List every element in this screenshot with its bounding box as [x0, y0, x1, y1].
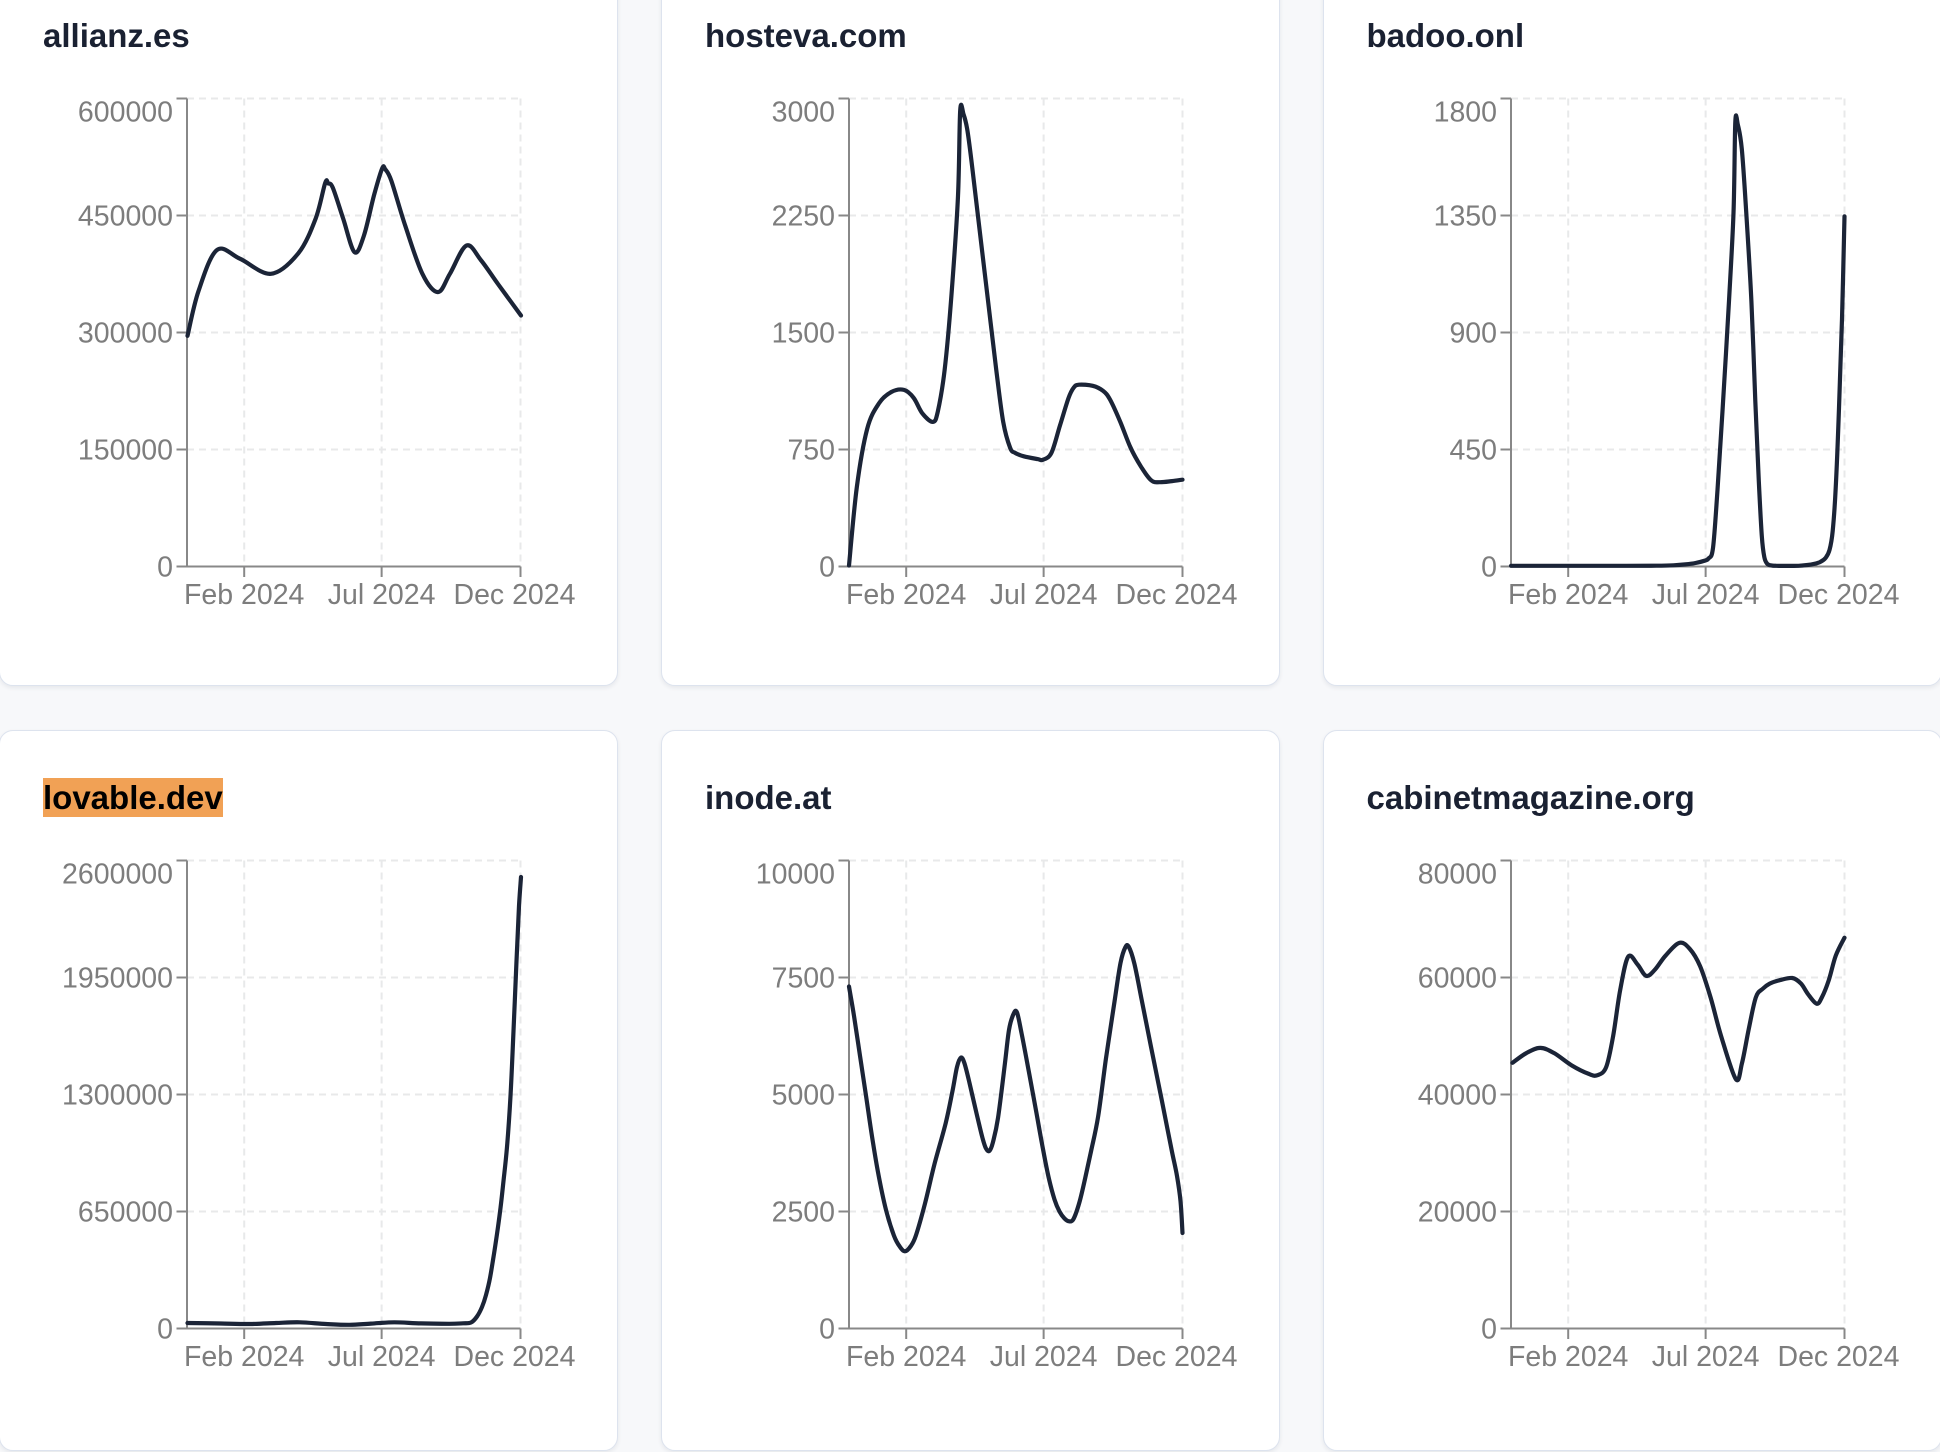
svg-text:450: 450: [1449, 435, 1497, 467]
svg-text:Jul 2024: Jul 2024: [328, 1341, 436, 1373]
svg-text:0: 0: [819, 552, 835, 584]
svg-text:80000: 80000: [1417, 859, 1496, 891]
svg-text:10000: 10000: [756, 859, 835, 891]
svg-text:900: 900: [1449, 318, 1497, 350]
svg-text:Jul 2024: Jul 2024: [1651, 1341, 1759, 1373]
svg-text:5000: 5000: [772, 1080, 835, 1112]
svg-text:Dec 2024: Dec 2024: [453, 579, 575, 611]
svg-text:Dec 2024: Dec 2024: [1777, 579, 1899, 611]
svg-text:Jul 2024: Jul 2024: [990, 579, 1098, 611]
svg-text:Feb 2024: Feb 2024: [846, 1341, 967, 1373]
svg-text:Jul 2024: Jul 2024: [1651, 579, 1759, 611]
svg-text:60000: 60000: [1417, 963, 1496, 995]
svg-text:450000: 450000: [78, 201, 173, 233]
svg-text:Feb 2024: Feb 2024: [184, 1341, 305, 1373]
svg-text:1300000: 1300000: [62, 1080, 173, 1112]
svg-text:650000: 650000: [78, 1197, 173, 1229]
svg-text:1500: 1500: [772, 318, 835, 350]
svg-text:1950000: 1950000: [62, 963, 173, 995]
svg-text:2250: 2250: [772, 201, 835, 233]
svg-text:Feb 2024: Feb 2024: [846, 579, 967, 611]
svg-text:Dec 2024: Dec 2024: [453, 1341, 575, 1373]
svg-text:Feb 2024: Feb 2024: [184, 579, 305, 611]
svg-text:0: 0: [819, 1314, 835, 1346]
svg-text:300000: 300000: [78, 318, 173, 350]
svg-text:Dec 2024: Dec 2024: [1115, 1341, 1237, 1373]
svg-text:20000: 20000: [1417, 1197, 1496, 1229]
svg-text:Dec 2024: Dec 2024: [1777, 1341, 1899, 1373]
svg-text:3000: 3000: [772, 97, 835, 129]
svg-text:0: 0: [157, 1314, 173, 1346]
svg-text:2600000: 2600000: [62, 859, 173, 891]
svg-text:1800: 1800: [1433, 97, 1496, 129]
svg-text:Jul 2024: Jul 2024: [328, 579, 436, 611]
svg-text:150000: 150000: [78, 435, 173, 467]
svg-text:0: 0: [1481, 552, 1497, 584]
svg-text:Jul 2024: Jul 2024: [990, 1341, 1098, 1373]
svg-text:750: 750: [787, 435, 835, 467]
svg-text:Dec 2024: Dec 2024: [1115, 579, 1237, 611]
svg-text:7500: 7500: [772, 963, 835, 995]
svg-text:Feb 2024: Feb 2024: [1507, 1341, 1628, 1373]
svg-text:0: 0: [157, 552, 173, 584]
svg-text:Feb 2024: Feb 2024: [1507, 579, 1628, 611]
svg-text:1350: 1350: [1433, 201, 1496, 233]
svg-text:600000: 600000: [78, 97, 173, 129]
svg-text:40000: 40000: [1417, 1080, 1496, 1112]
svg-text:2500: 2500: [772, 1197, 835, 1229]
svg-text:0: 0: [1481, 1314, 1497, 1346]
